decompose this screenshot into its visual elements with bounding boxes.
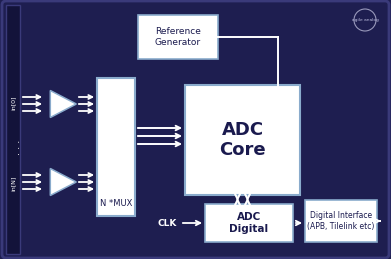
Polygon shape (50, 169, 76, 196)
FancyBboxPatch shape (305, 200, 377, 242)
Text: ADC
Digital: ADC Digital (230, 212, 269, 234)
Text: Reference
Generator: Reference Generator (155, 27, 201, 47)
Polygon shape (50, 90, 76, 118)
FancyBboxPatch shape (138, 15, 218, 59)
Text: ADC
Core: ADC Core (219, 121, 266, 159)
Text: in[0]: in[0] (11, 96, 16, 110)
Bar (6, 5, 20, 254)
Text: Digital Interface
(APB, Tilelink etc): Digital Interface (APB, Tilelink etc) (307, 211, 375, 231)
Text: N *MUX: N *MUX (100, 199, 132, 208)
Text: CLK: CLK (157, 219, 177, 227)
Text: · · ·: · · · (15, 139, 25, 155)
FancyBboxPatch shape (205, 204, 293, 242)
Text: in[N]: in[N] (11, 175, 16, 191)
FancyBboxPatch shape (185, 85, 300, 195)
FancyBboxPatch shape (97, 78, 135, 216)
Text: agile analog: agile analog (352, 18, 378, 22)
